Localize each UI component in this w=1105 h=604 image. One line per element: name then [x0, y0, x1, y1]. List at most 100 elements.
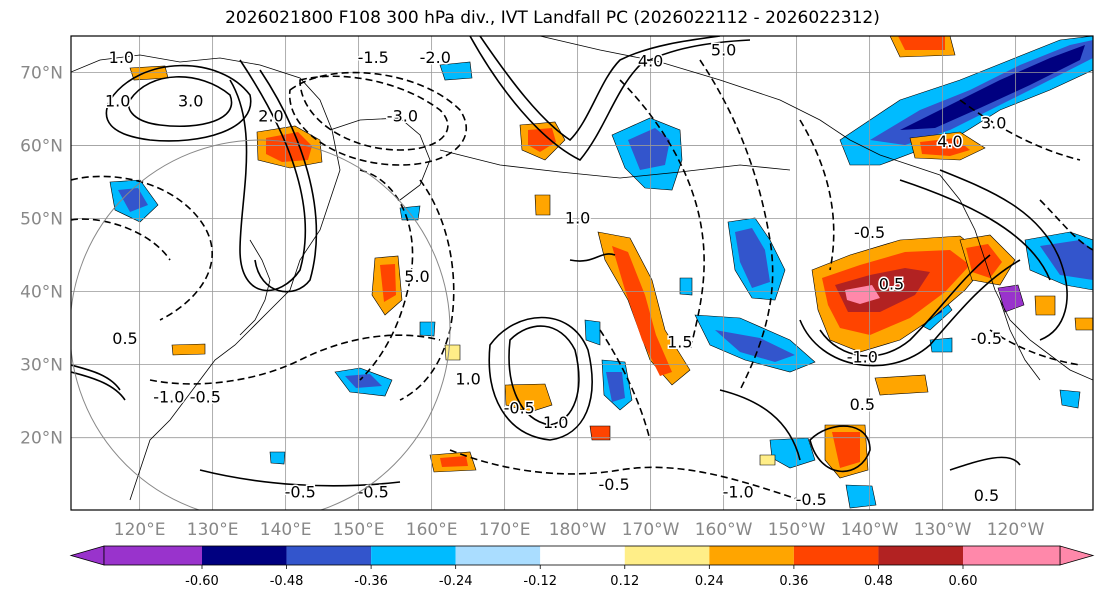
map-frame: [70, 35, 1094, 511]
shade-blob: [759, 454, 776, 466]
shade-blob: [419, 321, 436, 337]
contour-label: 3.0: [178, 92, 203, 111]
colorbar-tick-label: -0.60: [185, 574, 219, 589]
contour-negative: [449, 449, 801, 501]
contour-positive: [939, 169, 1068, 341]
lon-tick-label: 140°W: [841, 520, 899, 540]
contour-lines: [71, 36, 1068, 487]
contour-positive: [254, 69, 318, 293]
contour-negative: [1039, 199, 1093, 251]
colorbar-tick-label: -0.24: [439, 574, 473, 589]
shade-blob: [171, 343, 206, 356]
contour-label: -0.5: [358, 482, 389, 501]
colorbar-extend-high: [1059, 545, 1095, 566]
colorbar-extend-low: [69, 545, 105, 566]
contour-label: -1.0: [847, 347, 878, 366]
coast-namerica: [939, 174, 1093, 381]
lon-tick-label: 170°E: [479, 520, 531, 540]
shade-blob: [269, 451, 286, 465]
contour-label: -0.5: [190, 388, 221, 407]
contour-labels: 1.0 -1.5 -2.0 4.05.03.02.0 -3.0 3.04.01.01.0-…: [103, 39, 1007, 510]
chart-title: 2026021800 F108 300 hPa div., IVT Landfa…: [225, 8, 880, 28]
lon-tick-label: 150°E: [333, 520, 385, 540]
contour-negative: [399, 179, 455, 401]
shade-blob: [628, 128, 670, 170]
shade-blob: [504, 383, 553, 413]
lon-tick-label: 160°W: [695, 520, 753, 540]
lon-tick-label: 130°W: [914, 520, 972, 540]
contour-positive: [569, 253, 616, 262]
lon-tick-label: 120°E: [114, 520, 166, 540]
shade-blob: [1074, 317, 1093, 331]
latitude-labels: 70°N 60°N 50°N 40°N 30°N 20°N: [20, 64, 63, 449]
contour-positive: [469, 36, 751, 161]
shade-blob: [584, 319, 601, 346]
contour-label: -0.5: [854, 223, 885, 242]
shade-blob: [444, 344, 461, 361]
colorbar-bin: [793, 546, 879, 565]
contour-positive: [949, 456, 1021, 471]
contour-positive: [719, 389, 801, 461]
lon-tick-label: 170°W: [622, 520, 680, 540]
shade-blob: [440, 456, 468, 467]
shade-blob: [1034, 295, 1056, 316]
contour-label: -0.5: [971, 329, 1002, 348]
shade-blob: [1059, 389, 1081, 409]
shade-blob: [1040, 240, 1093, 280]
lon-tick-label: 120°W: [987, 520, 1045, 540]
contour-label: 1.0: [455, 369, 480, 388]
lat-tick-label: 30°N: [20, 356, 63, 376]
shade-blob: [612, 246, 672, 376]
contour-negative: [959, 99, 1081, 161]
colorbar-bin: [455, 546, 541, 565]
contour-negative: [71, 175, 213, 321]
lat-tick-label: 40°N: [20, 283, 63, 303]
contour-label: -0.5: [285, 482, 316, 501]
shade-blob: [528, 128, 556, 152]
lon-tick-label: 180°W: [549, 520, 607, 540]
coast-aleutians: [439, 149, 791, 179]
colorbar-tick-label: 0.48: [864, 574, 893, 589]
contour-positive: [105, 64, 252, 142]
shade-blob: [898, 36, 945, 50]
contour-negative: [289, 71, 467, 166]
colorbar-bin: [202, 546, 287, 565]
lon-tick-label: 140°E: [260, 520, 312, 540]
contour-positive: [128, 76, 233, 128]
longitude-labels: 120°E 130°E 140°E 150°E 160°E 170°E 180°W 170°W…: [114, 520, 1045, 540]
lat-tick-label: 50°N: [20, 210, 63, 230]
contour-lines-negative: [71, 59, 1093, 501]
colorbar-tick-label: -0.36: [354, 574, 388, 589]
contour-positive: [199, 469, 401, 487]
shade-blob: [606, 372, 625, 402]
contour-label: -0.5: [599, 475, 630, 494]
contour-label: 0.5: [112, 329, 137, 348]
contour-positive: [899, 179, 1051, 281]
contour-positive: [819, 254, 991, 357]
shade-blob: [345, 374, 382, 388]
contour-label: 4.0: [638, 52, 663, 71]
contour-negative: [989, 329, 1081, 366]
colorbar-bin: [286, 546, 372, 565]
colorbar-tick-label: 0.36: [779, 574, 808, 589]
colorbar-tick-label: 0.12: [610, 574, 639, 589]
shading-layer: [109, 36, 1093, 509]
coast-asia: [71, 54, 341, 501]
lat-tick-label: 60°N: [20, 137, 63, 157]
colorbar-frame: [103, 545, 1061, 566]
contour-label: 5.0: [711, 41, 736, 60]
contour-negative: [359, 169, 414, 381]
lat-tick-label: 20°N: [20, 429, 63, 449]
contour-label: 1.5: [667, 333, 692, 352]
colorbar-tick-label: -0.12: [523, 574, 557, 589]
shade-blob: [266, 132, 312, 162]
shade-blob: [832, 432, 860, 468]
shade-blob: [874, 374, 929, 396]
contour-label: 1.0: [543, 413, 568, 432]
colorbar-bin: [371, 546, 456, 565]
region-circle: [71, 139, 451, 510]
colorbar: -0.60 -0.48 -0.36 -0.24 -0.12 0.12 0.24 0.36 0.4…: [69, 545, 1095, 589]
shade-blob: [920, 138, 970, 156]
contour-label: 5.0: [404, 267, 429, 286]
map-layer: 1.0 -1.5 -2.0 4.05.03.02.0 -3.0 3.04.01.01.0-…: [71, 36, 1093, 510]
